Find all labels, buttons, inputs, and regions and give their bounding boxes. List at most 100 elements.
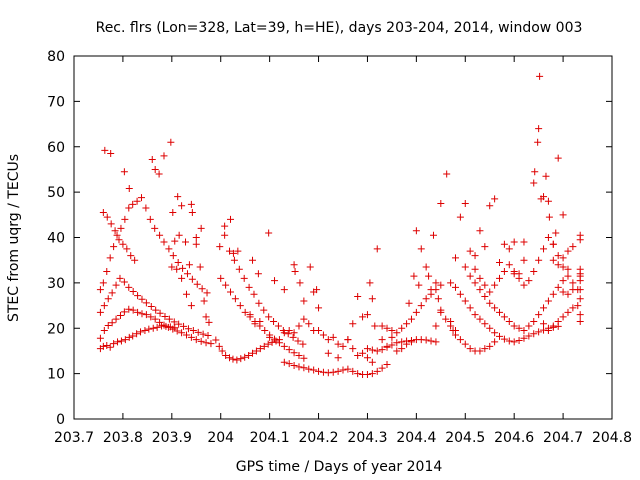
x-axis-label: GPS time / Days of year 2014 xyxy=(236,459,443,475)
data-point xyxy=(156,318,164,326)
data-point xyxy=(456,290,464,298)
data-point xyxy=(491,195,499,203)
data-point xyxy=(447,322,455,330)
x-tick-label: 204.6 xyxy=(494,430,534,446)
data-point xyxy=(103,213,111,221)
data-point xyxy=(125,204,133,212)
data-point xyxy=(178,202,186,210)
y-tick-label: 10 xyxy=(47,367,65,383)
data-point xyxy=(535,311,543,319)
data-point xyxy=(152,306,160,314)
data-point xyxy=(451,283,459,291)
data-point xyxy=(173,265,181,273)
data-point xyxy=(437,281,445,289)
data-point xyxy=(383,361,391,369)
data-point xyxy=(226,354,234,362)
data-point xyxy=(359,313,367,321)
data-point xyxy=(266,333,274,341)
data-point xyxy=(530,268,538,276)
data-point xyxy=(290,261,298,269)
data-point xyxy=(245,351,253,359)
data-point xyxy=(227,288,235,296)
data-point xyxy=(383,343,391,351)
data-point xyxy=(486,299,494,307)
data-point xyxy=(295,322,303,330)
data-point xyxy=(300,297,308,305)
data-point xyxy=(564,265,572,273)
data-point xyxy=(160,152,168,160)
data-point xyxy=(251,320,259,328)
data-point xyxy=(564,290,572,298)
data-point xyxy=(169,209,177,217)
data-point xyxy=(388,333,396,341)
data-point xyxy=(99,342,107,350)
data-point xyxy=(383,324,391,332)
data-point xyxy=(270,317,278,325)
data-point xyxy=(141,327,149,335)
data-point xyxy=(315,304,323,312)
data-point xyxy=(505,245,513,253)
data-point xyxy=(531,168,539,176)
data-point xyxy=(388,341,396,349)
data-point xyxy=(339,342,347,350)
data-point xyxy=(476,274,484,282)
data-point xyxy=(334,354,342,362)
data-point xyxy=(354,351,362,359)
data-point xyxy=(378,336,386,344)
data-point xyxy=(569,304,577,312)
data-point xyxy=(349,345,357,353)
y-axis-label: STEC from uqrg / TECUs xyxy=(6,154,22,322)
data-point xyxy=(569,243,577,251)
data-point xyxy=(123,245,131,253)
data-point xyxy=(491,281,499,289)
data-point xyxy=(554,154,562,162)
data-point xyxy=(496,274,504,282)
data-point xyxy=(368,346,376,354)
data-point xyxy=(96,308,104,316)
data-point xyxy=(363,311,371,319)
data-point xyxy=(185,261,193,269)
data-point xyxy=(349,367,357,375)
data-point xyxy=(398,345,406,353)
data-point xyxy=(129,287,137,295)
data-point xyxy=(192,336,200,344)
data-point xyxy=(443,170,451,178)
data-point xyxy=(120,308,128,316)
data-point xyxy=(180,322,188,330)
data-point xyxy=(456,213,464,221)
data-point xyxy=(104,295,112,303)
data-point xyxy=(466,345,474,353)
data-point xyxy=(300,364,308,372)
data-point xyxy=(125,283,133,291)
data-point xyxy=(198,285,206,293)
data-point xyxy=(505,261,513,269)
data-point xyxy=(285,360,293,368)
data-point xyxy=(184,325,192,333)
data-point xyxy=(442,315,450,323)
data-point xyxy=(129,306,137,314)
data-point xyxy=(236,302,244,310)
data-point xyxy=(434,295,442,303)
scatter-points xyxy=(96,72,584,379)
data-point xyxy=(168,263,176,271)
data-point xyxy=(373,367,381,375)
data-point xyxy=(559,277,567,285)
y-tick-label: 40 xyxy=(47,231,65,247)
data-point xyxy=(245,283,253,291)
data-point xyxy=(407,315,415,323)
data-point xyxy=(142,204,150,212)
data-point xyxy=(103,268,111,276)
data-point xyxy=(246,311,254,319)
data-point xyxy=(111,227,119,235)
data-point xyxy=(237,355,245,363)
data-point xyxy=(256,345,264,353)
data-point xyxy=(576,286,584,294)
data-point xyxy=(574,302,582,310)
data-point xyxy=(393,329,401,337)
data-point xyxy=(233,356,241,364)
data-point xyxy=(165,245,173,253)
data-point xyxy=(554,317,562,325)
data-point xyxy=(363,354,371,362)
data-point xyxy=(576,295,584,303)
data-point xyxy=(422,295,430,303)
